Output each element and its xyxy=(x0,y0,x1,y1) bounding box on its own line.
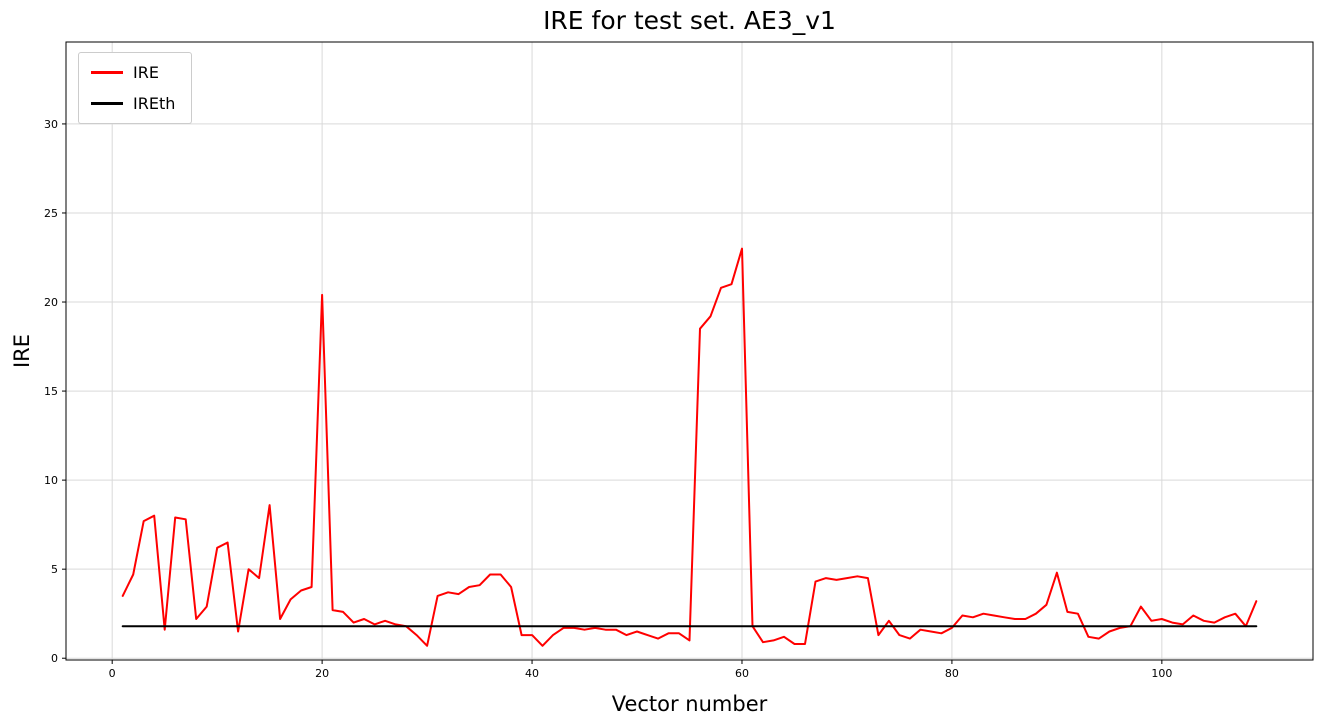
svg-text:20: 20 xyxy=(315,667,329,680)
svg-text:0: 0 xyxy=(51,652,58,665)
svg-text:5: 5 xyxy=(51,563,58,576)
legend-line-ire-icon xyxy=(91,71,123,74)
svg-text:25: 25 xyxy=(44,207,58,220)
legend-item-ire: IRE xyxy=(91,63,175,82)
svg-text:80: 80 xyxy=(945,667,959,680)
legend-line-ireth-icon xyxy=(91,102,123,105)
chart-title: IRE for test set. AE3_v1 xyxy=(543,6,836,35)
legend-item-ireth: IREth xyxy=(91,94,175,113)
x-axis-label: Vector number xyxy=(611,692,768,716)
svg-text:40: 40 xyxy=(525,667,539,680)
svg-text:100: 100 xyxy=(1151,667,1172,680)
svg-text:10: 10 xyxy=(44,474,58,487)
svg-text:60: 60 xyxy=(735,667,749,680)
svg-text:30: 30 xyxy=(44,118,58,131)
y-axis-label: IRE xyxy=(10,333,34,369)
svg-text:15: 15 xyxy=(44,385,58,398)
legend-label-ire: IRE xyxy=(133,63,159,82)
legend: IRE IREth xyxy=(78,52,193,124)
svg-text:20: 20 xyxy=(44,296,58,309)
svg-text:0: 0 xyxy=(109,667,116,680)
legend-label-ireth: IREth xyxy=(133,94,176,113)
